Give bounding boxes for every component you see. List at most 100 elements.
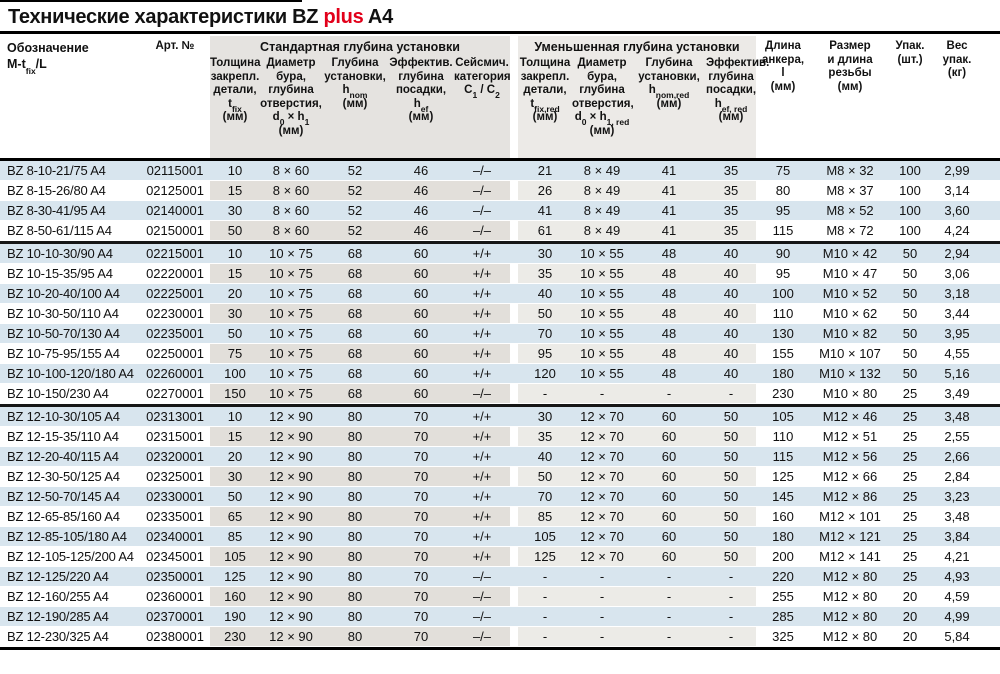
table-row: BZ 12-30-50/125 A4 02325001 30 12 × 90 80 70 +… bbox=[0, 467, 1000, 487]
hef-value: 46 bbox=[413, 203, 429, 218]
thread-size: M12 × 80 bbox=[822, 609, 878, 624]
bore-depth-value: 10 × 75 bbox=[260, 304, 322, 323]
tfix-red-value: 40 bbox=[537, 449, 553, 464]
art-number: 02380001 bbox=[146, 629, 204, 644]
seismic-category: +/+ bbox=[454, 507, 510, 526]
art-number: 02215001 bbox=[146, 246, 204, 261]
hef-value: 70 bbox=[413, 569, 429, 584]
table-row: BZ 12-50-70/145 A4 02330001 50 12 × 90 80 70 +… bbox=[0, 487, 1000, 507]
bore-depth-value: 12 × 90 bbox=[269, 529, 313, 544]
bore-depth-red-value: 12 × 70 bbox=[572, 547, 632, 566]
table-row: BZ 8-30-41/95 A4 02140001 30 8 × 60 52 46 –/– 4… bbox=[0, 201, 1000, 221]
hnom-value: 52 bbox=[347, 163, 363, 178]
thread-size: M10 × 62 bbox=[822, 306, 878, 321]
bore-depth-red-value: 10 × 55 bbox=[580, 246, 624, 261]
seismic-category: +/+ bbox=[454, 427, 510, 446]
seismic-category: +/+ bbox=[454, 344, 510, 363]
pack-weight: 4,99 bbox=[944, 609, 970, 624]
tfix-red-value: 30 bbox=[537, 409, 553, 424]
hnom-red-value: 48 bbox=[661, 366, 677, 381]
tfix-red-value: - bbox=[518, 587, 572, 606]
pack-qty: 20 bbox=[902, 609, 918, 624]
title-rule bbox=[0, 31, 1000, 34]
bore-depth-value: 12 × 90 bbox=[260, 547, 322, 566]
pack-weight: 2,66 bbox=[944, 449, 970, 464]
designation: BZ 12-125/220 A4 bbox=[7, 569, 109, 584]
hef-red-value: - bbox=[728, 609, 734, 624]
bottom-rule bbox=[0, 647, 1000, 650]
column-gap bbox=[510, 364, 518, 383]
table-row: BZ 12-230/325 A4 02380001 230 12 × 90 80 70 –/… bbox=[0, 627, 1000, 647]
seismic-category: –/– bbox=[454, 627, 510, 646]
bore-depth-red-value: 12 × 70 bbox=[580, 529, 624, 544]
seismic-category: +/+ bbox=[472, 366, 492, 381]
hnom-value: 80 bbox=[347, 489, 363, 504]
seismic-category: –/– bbox=[472, 163, 492, 178]
col-header-thread-size: Размер и длина резьбы (мм) bbox=[827, 40, 873, 93]
designation: BZ 12-15-35/110 A4 bbox=[7, 429, 119, 444]
hnom-value: 52 bbox=[322, 221, 388, 240]
hef-red-value: - bbox=[706, 627, 756, 646]
bore-depth-value: 12 × 90 bbox=[260, 507, 322, 526]
seismic-category: +/+ bbox=[454, 304, 510, 323]
pack-weight: 3,95 bbox=[944, 326, 970, 341]
bore-depth-value: 10 × 75 bbox=[269, 366, 313, 381]
pack-qty: 25 bbox=[902, 549, 918, 564]
tfix-value: 125 bbox=[224, 569, 246, 584]
anchor-length: 285 bbox=[772, 609, 794, 624]
designation: BZ 10-150/230 A4 bbox=[7, 386, 109, 401]
hef-red-value: 35 bbox=[706, 221, 756, 240]
pack-weight: 3,84 bbox=[944, 529, 970, 544]
header-rule bbox=[0, 158, 1000, 161]
anchor-length: 155 bbox=[772, 346, 794, 361]
hnom-red-value: 48 bbox=[632, 304, 706, 323]
seismic-category: +/+ bbox=[472, 409, 492, 424]
pack-qty: 25 bbox=[902, 569, 918, 584]
hnom-red-value: - bbox=[632, 587, 706, 606]
tfix-value: 65 bbox=[210, 507, 260, 526]
bore-depth-value: 10 × 75 bbox=[260, 264, 322, 283]
thread-size: M12 × 80 bbox=[822, 589, 878, 604]
designation: BZ 8-30-41/95 A4 bbox=[7, 203, 106, 218]
table-row: BZ 12-105-125/200 A4 02345001 105 12 × 90 80… bbox=[0, 547, 1000, 567]
pack-weight: 2,99 bbox=[944, 163, 970, 178]
reduced-group-background bbox=[518, 36, 756, 158]
pack-qty: 20 bbox=[902, 629, 918, 644]
anchor-length: 115 bbox=[772, 223, 794, 238]
table-row: BZ 12-190/285 A4 02370001 190 12 × 90 80 70 –/… bbox=[0, 607, 1000, 627]
hef-red-value: 50 bbox=[706, 427, 756, 446]
pack-weight: 3,06 bbox=[944, 266, 970, 281]
art-number: 02350001 bbox=[146, 569, 204, 584]
tfix-red-value: 50 bbox=[518, 304, 572, 323]
hef-value: 60 bbox=[413, 326, 429, 341]
art-number: 02320001 bbox=[146, 449, 204, 464]
designation: BZ 12-160/255 A4 bbox=[7, 589, 109, 604]
bore-depth-red-value: 8 × 49 bbox=[572, 181, 632, 200]
designation: BZ 12-105-125/200 A4 bbox=[7, 549, 134, 564]
designation: BZ 12-10-30/105 A4 bbox=[7, 409, 120, 424]
anchor-length: 200 bbox=[772, 549, 794, 564]
bore-depth-red-value: 10 × 55 bbox=[580, 326, 624, 341]
art-number: 02330001 bbox=[146, 489, 204, 504]
hnom-red-value: - bbox=[666, 609, 672, 624]
hnom-red-value: 48 bbox=[632, 344, 706, 363]
table-row: BZ 8-15-26/80 A4 02125001 15 8 × 60 52 46 –/– 2… bbox=[0, 181, 1000, 201]
tfix-value: 10 bbox=[227, 163, 243, 178]
pack-weight: 5,84 bbox=[944, 629, 970, 644]
anchor-length: 110 bbox=[772, 306, 794, 321]
pack-weight: 2,94 bbox=[944, 246, 970, 261]
hnom-red-value: - bbox=[666, 569, 672, 584]
anchor-length: 110 bbox=[772, 429, 794, 444]
anchor-length: 115 bbox=[772, 449, 794, 464]
column-gap bbox=[510, 344, 518, 363]
tfix-value: 50 bbox=[210, 221, 260, 240]
hnom-value: 80 bbox=[322, 587, 388, 606]
column-gap bbox=[510, 221, 518, 240]
column-gap bbox=[510, 201, 518, 220]
hef-value: 46 bbox=[413, 163, 429, 178]
pack-weight: 3,49 bbox=[944, 386, 970, 401]
row-group: BZ 8-10-21/75 A4 02115001 10 8 × 60 52 46 –/– 2… bbox=[0, 161, 1000, 241]
hnom-red-value: 48 bbox=[661, 326, 677, 341]
pack-qty: 100 bbox=[899, 183, 921, 198]
seismic-category: +/+ bbox=[472, 326, 492, 341]
